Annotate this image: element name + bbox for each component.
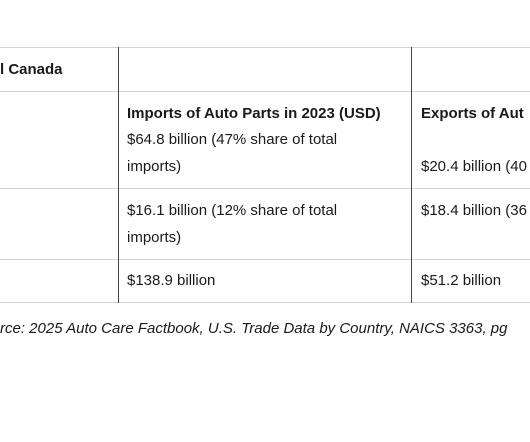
column-divider bbox=[411, 47, 412, 303]
row-divider bbox=[0, 91, 530, 92]
imports-cell-row2-line1: $16.1 billion (12% share of total bbox=[127, 202, 338, 219]
imports-cell-row2-line2: imports) bbox=[127, 229, 182, 246]
table-top-border bbox=[0, 47, 530, 48]
imports-cell-row3: $138.9 billion bbox=[127, 272, 216, 289]
exports-cell-row1: $20.4 billion (40 bbox=[421, 158, 527, 175]
exports-cell-row3: $51.2 billion bbox=[421, 272, 502, 289]
exports-cell-row2: $18.4 billion (36 bbox=[421, 202, 527, 219]
row-divider bbox=[0, 259, 530, 260]
table-title-fragment: l Canada bbox=[0, 61, 63, 78]
column-divider bbox=[118, 47, 119, 303]
table-bottom-border bbox=[0, 302, 530, 303]
row-divider bbox=[0, 188, 530, 189]
exports-column-header: Exports of Aut bbox=[421, 105, 524, 122]
imports-cell-row1-line2: imports) bbox=[127, 158, 182, 175]
imports-cell-row1-line1: $64.8 billion (47% share of total bbox=[127, 131, 338, 148]
imports-column-header: Imports of Auto Parts in 2023 (USD) bbox=[127, 105, 381, 122]
source-caption: rce: 2025 Auto Care Factbook, U.S. Trade… bbox=[0, 320, 508, 337]
